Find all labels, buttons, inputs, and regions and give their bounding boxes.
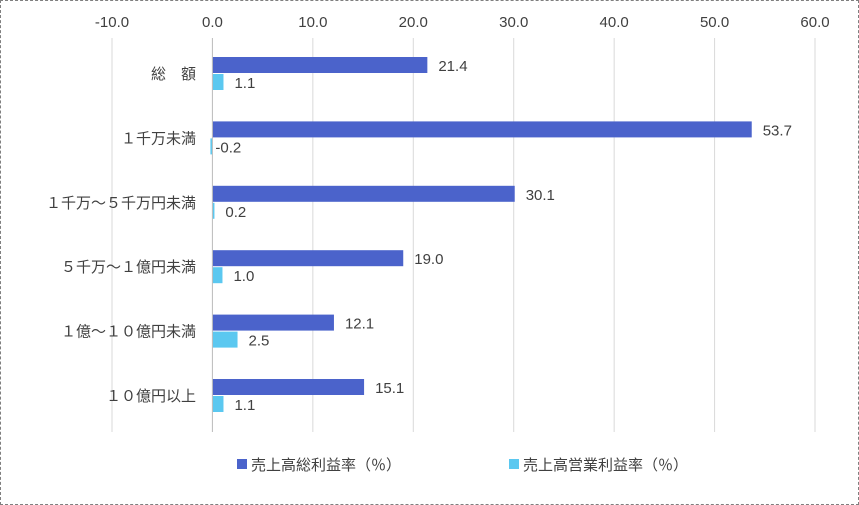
data-label-operating-margin: 1.1 bbox=[234, 75, 255, 92]
bar-gross-margin bbox=[212, 379, 365, 395]
category-label: １千万～５千万円未満 bbox=[46, 194, 196, 212]
data-label-operating-margin: 1.1 bbox=[234, 397, 255, 414]
bar-gross-margin bbox=[212, 121, 752, 138]
data-label-gross-margin: 12.1 bbox=[345, 316, 374, 333]
legend-label-operating-margin: 売上高営業利益率（％） bbox=[523, 456, 688, 474]
legend-swatch-operating-margin bbox=[509, 459, 519, 469]
category-label: ５千万～１億円未満 bbox=[61, 258, 196, 276]
bar-gross-margin bbox=[212, 185, 515, 202]
x-tick-label: 60.0 bbox=[800, 14, 829, 31]
data-label-operating-margin: 0.2 bbox=[225, 204, 246, 221]
bar-operating-margin bbox=[212, 74, 224, 90]
data-label-gross-margin: 19.0 bbox=[414, 251, 443, 268]
data-label-operating-margin: 1.0 bbox=[233, 268, 254, 285]
bar-gross-margin bbox=[212, 250, 404, 267]
bar-operating-margin bbox=[212, 331, 238, 348]
category-label: １億～１０億円未満 bbox=[61, 323, 196, 341]
x-tick-label: -10.0 bbox=[95, 14, 129, 31]
data-label-operating-margin: -0.2 bbox=[215, 139, 241, 156]
data-label-gross-margin: 15.1 bbox=[375, 380, 404, 397]
x-tick-label: 30.0 bbox=[499, 14, 528, 31]
category-label: １千万未満 bbox=[121, 129, 196, 147]
bar-operating-margin bbox=[210, 138, 213, 155]
data-label-gross-margin: 21.4 bbox=[438, 58, 467, 75]
x-tick-label: 50.0 bbox=[700, 14, 729, 31]
category-label: 総 額 bbox=[151, 65, 196, 83]
bar-gross-margin bbox=[212, 57, 428, 73]
data-label-operating-margin: 2.5 bbox=[249, 333, 270, 350]
x-tick-label: 20.0 bbox=[399, 14, 428, 31]
bar-operating-margin bbox=[212, 396, 224, 412]
bar-gross-margin bbox=[212, 314, 334, 331]
bar-operating-margin bbox=[212, 202, 215, 219]
data-label-gross-margin: 30.1 bbox=[526, 187, 555, 204]
x-tick-label: 40.0 bbox=[600, 14, 629, 31]
legend-label-gross-margin: 売上高総利益率（％） bbox=[251, 456, 401, 474]
data-label-gross-margin: 53.7 bbox=[763, 122, 792, 139]
category-label: １０億円以上 bbox=[106, 387, 196, 405]
x-tick-label: 0.0 bbox=[202, 14, 223, 31]
legend-swatch-gross-margin bbox=[237, 459, 247, 469]
bar-operating-margin bbox=[212, 267, 223, 284]
x-tick-label: 10.0 bbox=[298, 14, 327, 31]
